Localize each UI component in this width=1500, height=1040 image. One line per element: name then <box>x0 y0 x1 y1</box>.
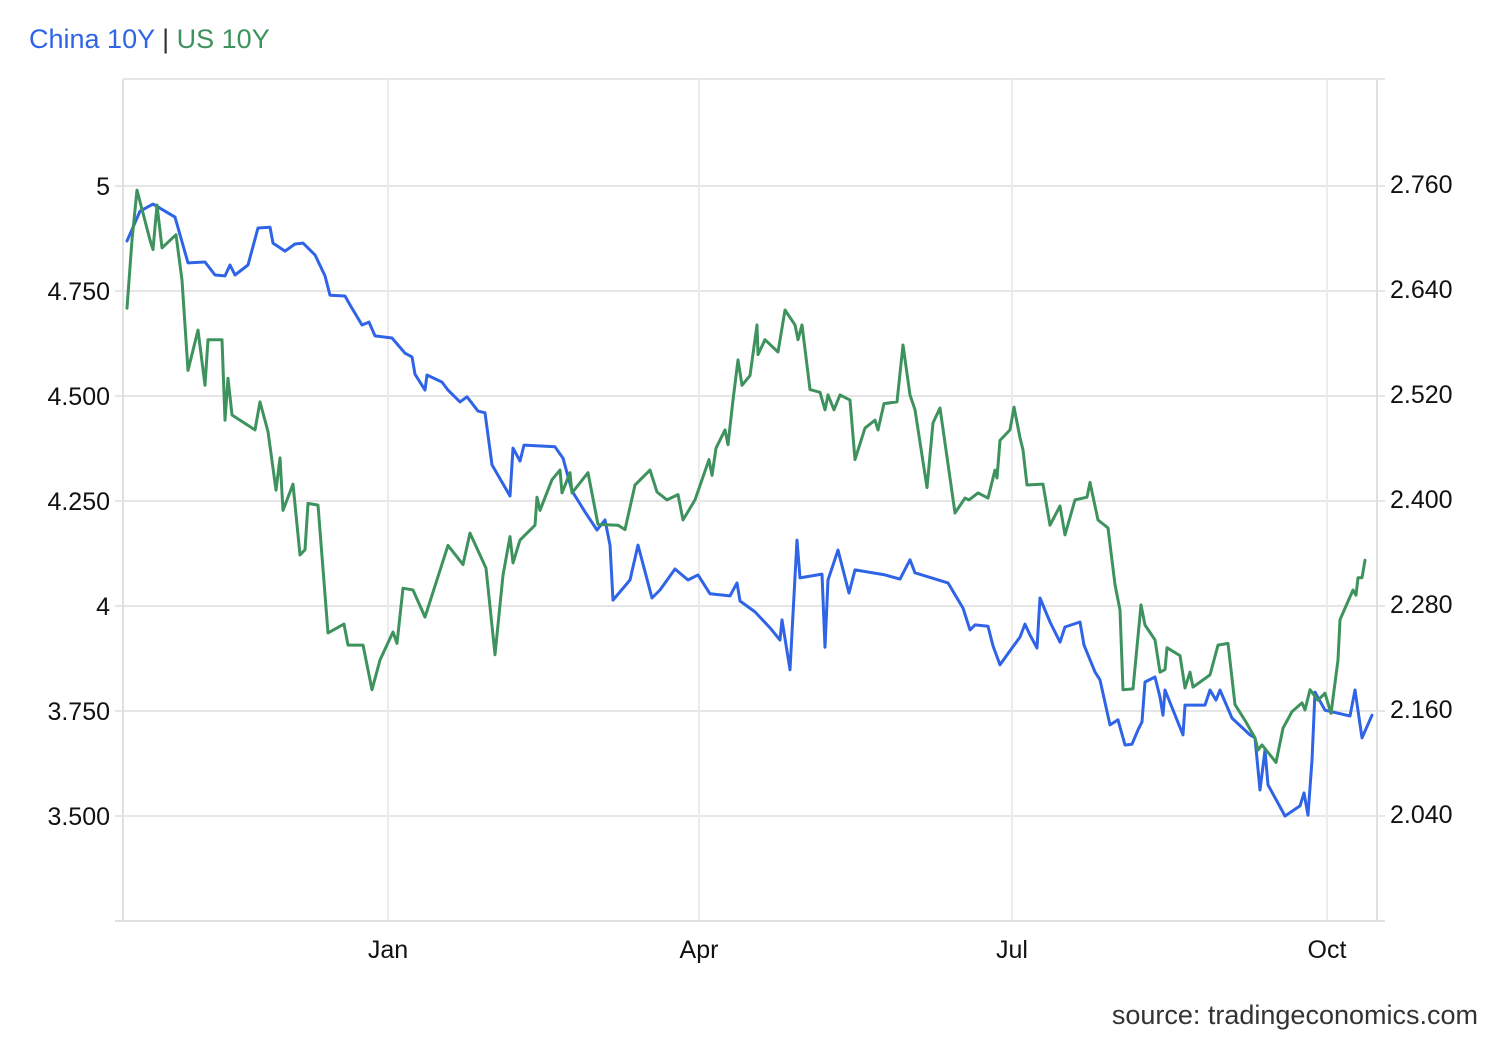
y-left-tick-label: 3.750 <box>47 698 110 726</box>
series-lines <box>125 188 1374 818</box>
legend-us-10y[interactable]: US 10Y <box>176 24 270 54</box>
y-left-tick-label: 4.250 <box>47 488 110 516</box>
y-left-tick-label: 4.500 <box>47 383 110 411</box>
series-line-china-10y <box>125 202 1374 818</box>
y-right-tick-label: 2.760 <box>1390 171 1453 199</box>
gridlines <box>115 78 1385 921</box>
x-tick-label: Jan <box>368 936 408 964</box>
y-right-tick-label: 2.040 <box>1390 801 1453 829</box>
y-left-tick-label: 3.500 <box>47 803 110 831</box>
y-right-tick-label: 2.280 <box>1390 591 1453 619</box>
y-left-tick-label: 5 <box>96 173 110 201</box>
series-line-us-10y <box>125 188 1367 764</box>
tick-labels: 5 4.750 4.500 4.250 4 3.750 3.500 2.760 2.640 2.5… <box>47 171 1452 964</box>
x-tick-label: Oct <box>1308 936 1347 964</box>
source-attribution: source: tradingeconomics.com <box>1111 1000 1478 1030</box>
x-tick-label: Apr <box>680 936 719 964</box>
legend-separator: | <box>162 24 170 54</box>
y-left-tick-label: 4.750 <box>47 278 110 306</box>
y-right-tick-label: 2.640 <box>1390 276 1453 304</box>
y-left-tick-label: 4 <box>96 593 110 621</box>
axes <box>115 79 1385 922</box>
chart-legend: China 10Y | US 10Y <box>29 22 270 56</box>
y-right-tick-label: 2.400 <box>1390 486 1453 514</box>
y-right-tick-label: 2.160 <box>1390 696 1453 724</box>
x-tick-label: Jul <box>996 936 1028 964</box>
legend-china-10y[interactable]: China 10Y <box>29 24 155 54</box>
y-right-tick-label: 2.520 <box>1390 381 1453 409</box>
